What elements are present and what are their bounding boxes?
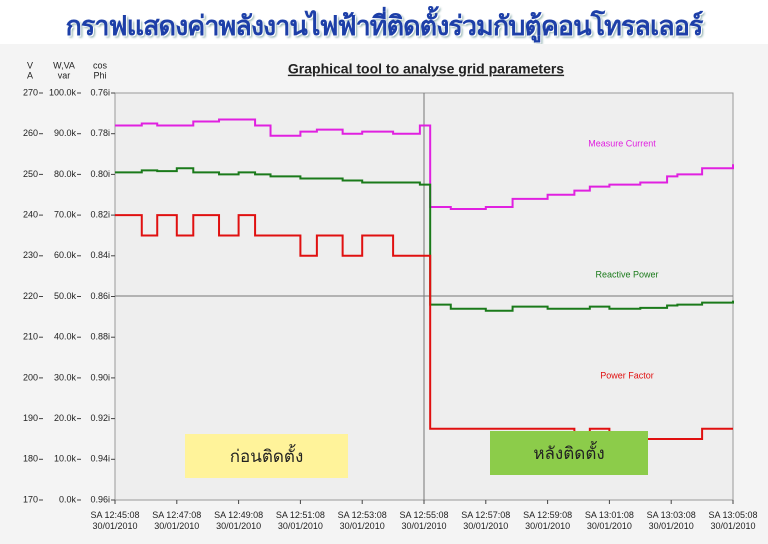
- x-tick-label: SA 12:57:08 30/01/2010: [461, 510, 511, 531]
- y-tick-label: 0.82i: [90, 209, 110, 219]
- x-tick-label: SA 13:03:08 30/01/2010: [646, 510, 696, 531]
- y-tick-label: 220: [23, 291, 38, 301]
- x-tick-label: SA 12:51:08 30/01/2010: [275, 510, 325, 531]
- annotation-box: หลังติดตั้ง: [490, 431, 648, 475]
- series-line: [115, 118, 734, 210]
- series-label: Measure Current: [588, 138, 656, 148]
- y-tick-label: 0.96i: [90, 494, 110, 504]
- y-tick-label: 0.88i: [90, 332, 110, 342]
- x-tick-label: SA 12:55:08 30/01/2010: [399, 510, 449, 531]
- y-tick-label: 90.0k: [54, 128, 77, 138]
- y-tick-label: 50.0k: [54, 291, 77, 301]
- x-tick-label: SA 12:45:08 30/01/2010: [90, 510, 140, 531]
- y-tick-label: 0.94i: [90, 454, 110, 464]
- y-tick-label: 100.0k: [49, 87, 77, 97]
- annotation-box: ก่อนติดตั้ง: [185, 434, 348, 478]
- y-tick-label: 0.76i: [90, 87, 110, 97]
- y-tick-label: 170: [23, 494, 38, 504]
- y-tick-label: 80.0k: [54, 169, 77, 179]
- chart-title: Graphical tool to analyse grid parameter…: [288, 61, 564, 77]
- x-tick-label: SA 13:05:08 30/01/2010: [708, 510, 758, 531]
- y-tick-label: 210: [23, 332, 38, 342]
- y-tick-label: 40.0k: [54, 332, 77, 342]
- y-tick-label: 0.90i: [90, 372, 110, 382]
- y-tick-label: 60.0k: [54, 250, 77, 260]
- x-tick-label: SA 13:01:08 30/01/2010: [584, 510, 634, 531]
- axis-title: cos: [93, 60, 108, 70]
- series-line: [115, 167, 734, 312]
- y-tick-label: 0.0k: [59, 494, 77, 504]
- series-label: Reactive Power: [595, 269, 658, 279]
- y-tick-label: 70.0k: [54, 209, 77, 219]
- y-tick-label: 0.86i: [90, 291, 110, 301]
- y-tick-label: 20.0k: [54, 413, 77, 423]
- x-tick-label: SA 12:53:08 30/01/2010: [337, 510, 387, 531]
- y-tick-label: 0.84i: [90, 250, 110, 260]
- axis-title: A: [27, 70, 33, 80]
- page-title: กราฟแสดงค่าพลังงานไฟฟ้าที่ติดตั้งร่วมกับ…: [65, 11, 704, 42]
- y-tick-label: 250: [23, 169, 38, 179]
- axis-title: V: [27, 60, 33, 70]
- series-line: [115, 214, 733, 440]
- y-tick-label: 190: [23, 413, 38, 423]
- y-tick-label: 0.78i: [90, 128, 110, 138]
- series-label: Power Factor: [600, 370, 654, 380]
- y-tick-label: 260: [23, 128, 38, 138]
- axis-title: W,VA: [53, 60, 75, 70]
- y-tick-label: 10.0k: [54, 454, 77, 464]
- x-tick-label: SA 12:49:08 30/01/2010: [214, 510, 264, 531]
- x-tick-label: SA 12:47:08 30/01/2010: [152, 510, 202, 531]
- y-tick-label: 180: [23, 454, 38, 464]
- y-tick-label: 240: [23, 209, 38, 219]
- y-tick-label: 270: [23, 87, 38, 97]
- x-tick-label: SA 12:59:08 30/01/2010: [523, 510, 573, 531]
- axis-title: Phi: [93, 70, 106, 80]
- axis-title: var: [58, 70, 71, 80]
- y-tick-label: 200: [23, 372, 38, 382]
- y-tick-label: 0.80i: [90, 169, 110, 179]
- y-tick-label: 230: [23, 250, 38, 260]
- y-tick-label: 0.92i: [90, 413, 110, 423]
- y-tick-label: 30.0k: [54, 372, 77, 382]
